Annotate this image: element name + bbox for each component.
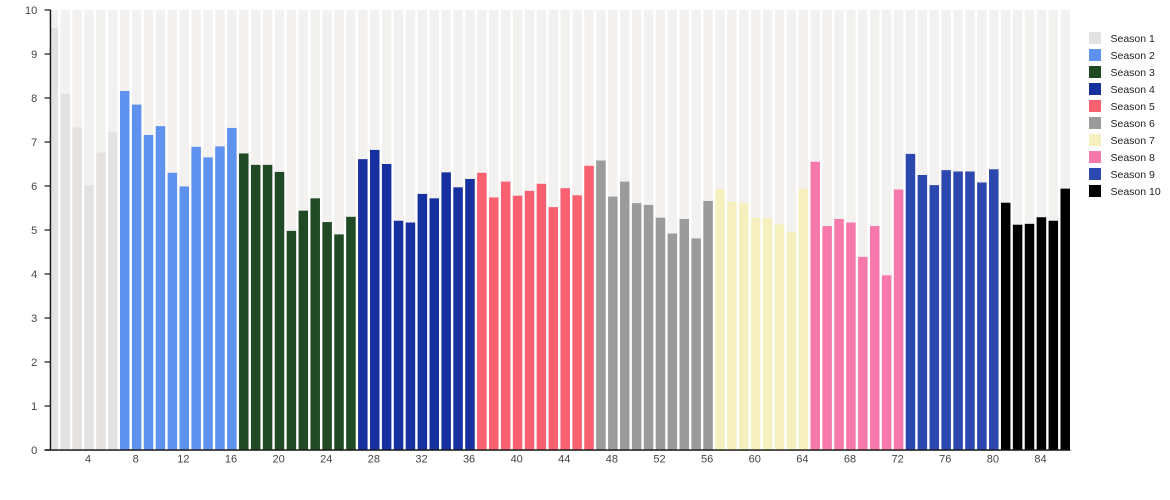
svg-text:12: 12 [177,454,189,466]
svg-text:32: 32 [415,454,427,466]
svg-text:28: 28 [368,454,380,466]
svg-text:7: 7 [31,137,37,149]
svg-text:36: 36 [463,454,475,466]
svg-text:84: 84 [1034,454,1046,466]
svg-text:Season 6: Season 6 [1111,118,1156,130]
svg-text:5: 5 [31,225,37,237]
svg-text:24: 24 [320,454,332,466]
svg-text:20: 20 [272,454,284,466]
svg-text:16: 16 [225,454,237,466]
svg-text:60: 60 [749,454,761,466]
svg-text:Season 5: Season 5 [1111,101,1156,113]
svg-text:Season 10: Season 10 [1111,186,1161,198]
svg-text:68: 68 [844,454,856,466]
svg-text:Season 3: Season 3 [1111,67,1156,79]
svg-text:3: 3 [31,313,37,325]
svg-text:6: 6 [31,181,37,193]
svg-text:0: 0 [31,445,37,457]
svg-text:80: 80 [987,454,999,466]
svg-text:Season 7: Season 7 [1111,135,1156,147]
svg-text:4: 4 [31,269,37,281]
svg-text:Season 4: Season 4 [1111,84,1156,96]
svg-text:10: 10 [25,5,37,17]
svg-text:44: 44 [558,454,570,466]
svg-text:4: 4 [85,454,91,466]
svg-text:Season 9: Season 9 [1111,169,1156,181]
svg-text:Season 1: Season 1 [1111,33,1156,45]
svg-text:64: 64 [796,454,808,466]
svg-text:56: 56 [701,454,713,466]
svg-text:Season 2: Season 2 [1111,50,1156,62]
svg-text:8: 8 [31,93,37,105]
svg-text:52: 52 [653,454,665,466]
svg-text:2: 2 [31,357,37,369]
svg-text:48: 48 [606,454,618,466]
svg-text:9: 9 [31,49,37,61]
svg-text:72: 72 [892,454,904,466]
svg-text:8: 8 [133,454,139,466]
svg-text:Season 8: Season 8 [1111,152,1156,164]
svg-text:1: 1 [31,401,37,413]
svg-text:76: 76 [939,454,951,466]
svg-text:40: 40 [511,454,523,466]
